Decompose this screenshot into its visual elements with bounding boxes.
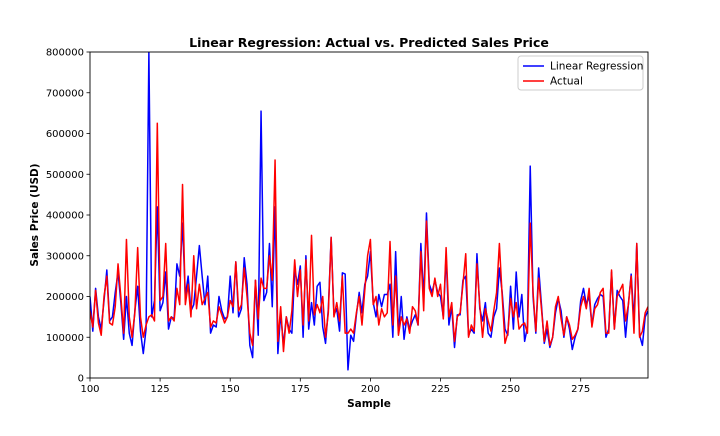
x-axis-label: Sample xyxy=(347,398,391,410)
y-axis-label: Sales Price (USD) xyxy=(29,163,41,266)
x-tick-label: 275 xyxy=(571,384,590,395)
series-line-linear-regression xyxy=(90,52,648,371)
y-tick-label: 800000 xyxy=(46,48,84,59)
y-tick-label: 0 xyxy=(78,374,84,385)
x-tick-label: 125 xyxy=(151,384,170,395)
legend-box xyxy=(517,55,644,91)
y-tick-label: 500000 xyxy=(46,170,84,181)
y-tick-label: 600000 xyxy=(46,129,84,140)
x-tick-label: 150 xyxy=(221,384,240,395)
x-tick-label: 100 xyxy=(80,384,99,395)
chart-title: Linear Regression: Actual vs. Predicted … xyxy=(189,35,549,50)
y-tick-label: 700000 xyxy=(46,88,84,99)
legend: Linear Regression Actual xyxy=(517,55,644,91)
series-layer xyxy=(90,52,648,371)
x-tick-label: 225 xyxy=(431,384,450,395)
legend-label-actual: Actual xyxy=(550,76,583,88)
y-tick-label: 300000 xyxy=(46,251,84,262)
x-tick-label: 200 xyxy=(361,384,380,395)
y-tick-label: 400000 xyxy=(46,211,84,222)
x-axis: 100 125 150 175 200 225 250 275 xyxy=(80,378,590,395)
y-tick-label: 200000 xyxy=(46,292,84,303)
x-tick-label: 250 xyxy=(501,384,520,395)
series-line-actual xyxy=(90,122,648,353)
legend-label-linear-regression: Linear Regression xyxy=(550,61,643,73)
y-axis: 0 100000 200000 300000 400000 500000 600000 700… xyxy=(46,48,90,385)
x-tick-label: 175 xyxy=(291,384,310,395)
y-tick-label: 100000 xyxy=(46,333,84,344)
